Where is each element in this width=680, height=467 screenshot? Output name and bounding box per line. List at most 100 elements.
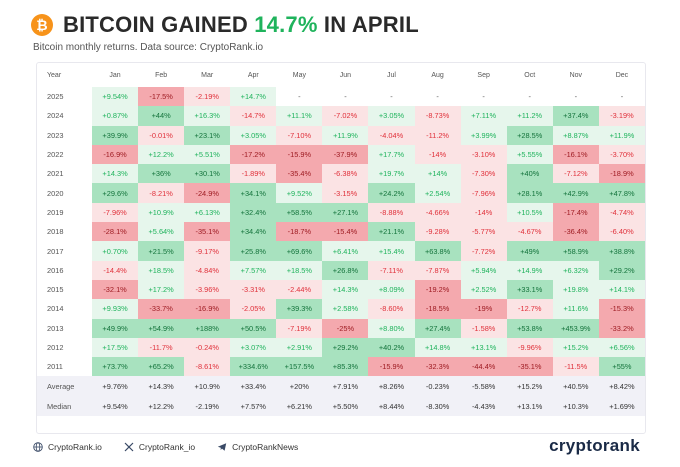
title-suffix: IN APRIL — [317, 12, 419, 37]
return-cell: +21.1% — [368, 222, 415, 242]
return-cell: +2.91% — [276, 337, 323, 358]
column-header-mar: Mar — [201, 71, 214, 79]
return-cell: +15.2% — [552, 337, 599, 358]
globe-icon — [33, 442, 43, 452]
header: ₿ BITCOIN GAINED 14.7% IN APRIL — [31, 10, 419, 40]
return-cell: -15.9% — [368, 357, 415, 377]
column-header-aug: Aug — [431, 71, 444, 79]
return-cell: +33.1% — [506, 279, 553, 300]
footer-item-website[interactable]: CryptoRank.io — [33, 442, 102, 452]
return-cell: +21.5% — [138, 241, 185, 261]
footer-item-telegram[interactable]: CryptoRankNews — [217, 442, 298, 452]
summary-cell: +10.9% — [184, 376, 231, 397]
summary-cell: -8.30% — [414, 396, 461, 417]
return-cell: - — [574, 92, 578, 102]
return-cell: -17.5% — [138, 87, 185, 107]
return-cell: +73.7% — [92, 357, 139, 377]
return-cell: +10.9% — [138, 202, 185, 223]
return-cell: +29.2% — [598, 260, 645, 280]
return-cell: -15.3% — [598, 299, 645, 319]
return-cell: +30.1% — [184, 164, 231, 184]
return-cell: +34.1% — [230, 183, 277, 203]
return-cell: -11.2% — [414, 125, 461, 145]
table-row: 2012 +17.5% -11.7% -0.24% +3.07% +2.91% +29.2%… — [37, 337, 645, 358]
return-cell: -37.9% — [322, 144, 369, 165]
return-cell: -0.24% — [184, 337, 231, 358]
row-label-year: 2012 — [47, 343, 64, 352]
return-cell: +5.55% — [506, 144, 553, 165]
return-cell: -3.96% — [184, 279, 231, 300]
return-cell: +8.87% — [552, 125, 599, 145]
return-cell: +29.6% — [92, 183, 139, 203]
return-cell: +14.3% — [92, 164, 139, 184]
return-cell: +17.7% — [368, 144, 415, 165]
return-cell: -2.44% — [276, 279, 323, 300]
return-cell: -14% — [414, 144, 461, 165]
return-cell: -4.84% — [184, 260, 231, 280]
row-label-year: 2021 — [47, 169, 64, 179]
return-cell: +3.05% — [368, 106, 415, 126]
return-cell: -16.9% — [184, 299, 231, 319]
return-cell: +8.09% — [368, 279, 415, 300]
table-row: 2022 -16.9% +12.2% +5.51% -17.2% -15.9% -37.9%… — [37, 144, 645, 165]
return-cell: +39.9% — [92, 125, 139, 145]
summary-cell: +12.2% — [138, 396, 185, 417]
summary-cell: +33.4% — [230, 376, 277, 397]
column-header-apr: Apr — [247, 71, 259, 79]
return-cell: +49.9% — [92, 318, 139, 338]
return-cell: +6.41% — [322, 241, 369, 261]
return-cell: +69.6% — [276, 241, 323, 261]
row-label-year: 2013 — [47, 323, 64, 333]
return-cell: -3.31% — [230, 279, 277, 300]
summary-label: Median — [37, 396, 92, 417]
summary-cell: +7.91% — [322, 376, 369, 397]
x-logo-icon — [124, 442, 134, 452]
return-cell: -14.7% — [230, 106, 277, 126]
telegram-icon — [217, 443, 227, 451]
return-cell: +15.4% — [368, 241, 415, 261]
return-cell: +3.07% — [230, 337, 277, 358]
return-cell: +2.58% — [322, 299, 369, 319]
return-cell: +5.64% — [138, 222, 185, 242]
return-cell: +14.1% — [598, 279, 645, 300]
return-cell: -25% — [322, 318, 369, 338]
return-cell: +6.13% — [184, 202, 231, 223]
return-cell: +44% — [138, 106, 185, 126]
return-cell: -33.2% — [598, 318, 645, 338]
summary-cell: +7.57% — [230, 396, 277, 417]
return-cell: +17.2% — [138, 279, 185, 300]
return-cell: +28.1% — [506, 183, 553, 203]
return-cell: +58.9% — [552, 241, 599, 261]
return-cell: - — [482, 92, 485, 102]
return-cell: - — [298, 92, 301, 102]
return-cell: -7.30% — [460, 164, 507, 184]
return-cell: -7.19% — [276, 318, 323, 338]
column-header-jan: Jan — [109, 71, 121, 79]
column-header-sep: Sep — [477, 71, 490, 79]
return-cell: +157.5% — [276, 357, 323, 377]
return-cell: -35.1% — [506, 357, 553, 377]
return-cell: -4.66% — [414, 202, 461, 223]
return-cell: +16.3% — [184, 106, 231, 126]
return-cell: -7.12% — [552, 164, 599, 184]
return-cell: -6.40% — [598, 222, 645, 242]
return-cell: +39.3% — [276, 299, 323, 319]
summary-cell: -2.19% — [184, 396, 231, 417]
return-cell: +19.7% — [368, 164, 415, 184]
footer-telegram-label: CryptoRankNews — [232, 442, 299, 452]
return-cell: +49% — [506, 241, 553, 261]
summary-cell: +13.1% — [506, 396, 553, 417]
return-cell: +63.8% — [414, 241, 461, 261]
return-cell: +10.5% — [506, 202, 553, 223]
footer-item-x[interactable]: CryptoRank_io — [124, 442, 195, 452]
table-row: 2011 +73.7% +65.2% -8.61% +334.6% +157.5% +85.… — [37, 357, 645, 377]
return-cell: +9.54% — [92, 87, 139, 107]
row-label-year: 2019 — [47, 207, 64, 217]
row-label-year: 2018 — [47, 227, 64, 237]
title-prefix: BITCOIN GAINED — [63, 12, 255, 37]
return-cell: +13.1% — [460, 337, 507, 358]
return-cell: -12.7% — [506, 299, 553, 319]
return-cell: +25.8% — [230, 241, 277, 261]
return-cell: -15.9% — [276, 144, 323, 165]
return-cell: +34.4% — [230, 222, 277, 242]
